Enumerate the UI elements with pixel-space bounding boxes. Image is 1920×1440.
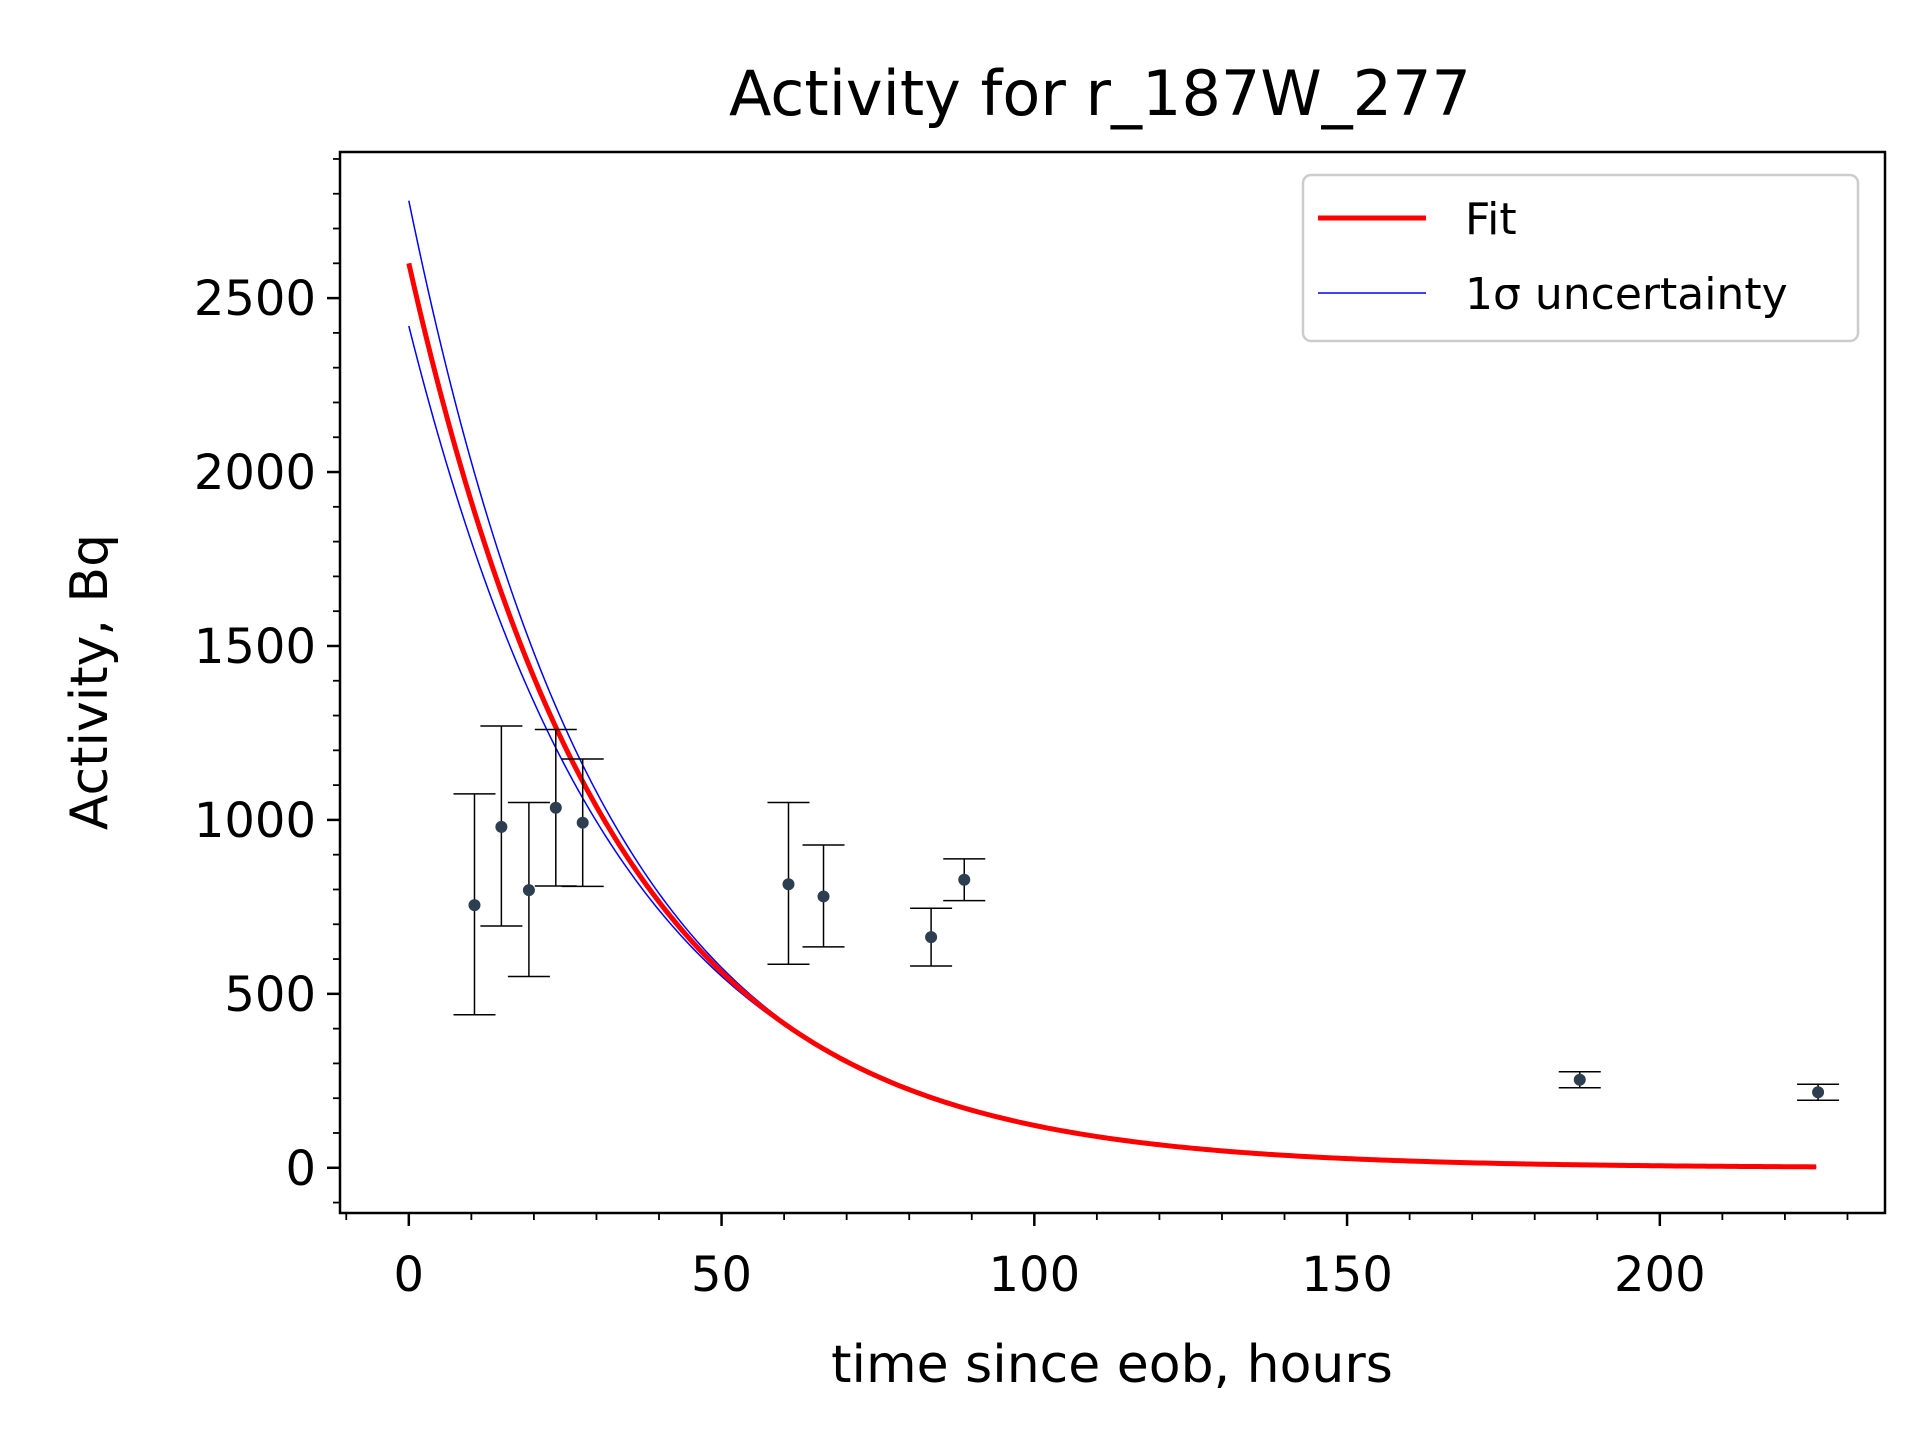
legend-fit-label: Fit — [1465, 194, 1517, 245]
data-point — [782, 878, 795, 891]
x-tick-label: 200 — [1614, 1247, 1706, 1303]
legend-box — [1301, 173, 1860, 343]
data-point-group — [507, 801, 550, 978]
data-point-group — [453, 793, 496, 1016]
y-tick-label: 0 — [285, 1141, 316, 1197]
data-point-group — [910, 907, 953, 967]
data-point-group — [943, 858, 986, 902]
x-tick-label: 150 — [1301, 1247, 1393, 1303]
x-tick-label: 100 — [988, 1247, 1080, 1303]
y-axis: 0 500 1000 1500 2000 2500 — [194, 158, 340, 1204]
legend: Fit 1σ uncertainty — [1301, 173, 1860, 343]
data-point — [958, 873, 971, 886]
y-tick-label: 2000 — [194, 445, 316, 501]
y-tick-label: 1000 — [194, 793, 316, 849]
x-tick-labels: 0 50 100 150 200 — [394, 1247, 1706, 1303]
data-point — [549, 801, 562, 814]
points-layer — [453, 725, 1840, 1102]
data-point-group — [1797, 1083, 1840, 1102]
y-tick-label: 2500 — [194, 271, 316, 327]
chart-title: Activity for r_187W_277 — [729, 57, 1471, 130]
y-tick-label: 1500 — [194, 619, 316, 675]
y-tick-label: 500 — [224, 967, 316, 1023]
curves-layer — [406, 200, 1817, 1170]
data-point-group — [802, 844, 845, 948]
y-axis-label: Activity, Bq — [60, 534, 120, 830]
data-point — [522, 884, 535, 897]
y-tick-labels: 0 500 1000 1500 2000 2500 — [194, 271, 316, 1197]
legend-uncertainty-label: 1σ uncertainty — [1465, 269, 1788, 320]
x-tick-label: 0 — [394, 1247, 425, 1303]
x-minor-ticks — [345, 1213, 1849, 1220]
x-ticks — [407, 1213, 1662, 1226]
data-point-group — [561, 758, 604, 888]
x-axis: 0 50 100 150 200 — [345, 1213, 1849, 1303]
data-point — [817, 890, 830, 903]
y-minor-ticks — [333, 158, 340, 1204]
data-point-group — [480, 725, 523, 927]
data-point — [1573, 1073, 1586, 1086]
data-point — [468, 899, 481, 912]
data-point — [925, 931, 938, 944]
data-point — [1812, 1086, 1825, 1099]
x-axis-label: time since eob, hours — [831, 1335, 1393, 1395]
x-tick-label: 50 — [691, 1247, 752, 1303]
data-point — [576, 816, 589, 829]
fit-line — [406, 262, 1817, 1170]
y-ticks — [327, 296, 340, 1170]
data-point — [495, 820, 508, 833]
data-point-group — [767, 801, 810, 966]
data-point-group — [1558, 1071, 1601, 1089]
